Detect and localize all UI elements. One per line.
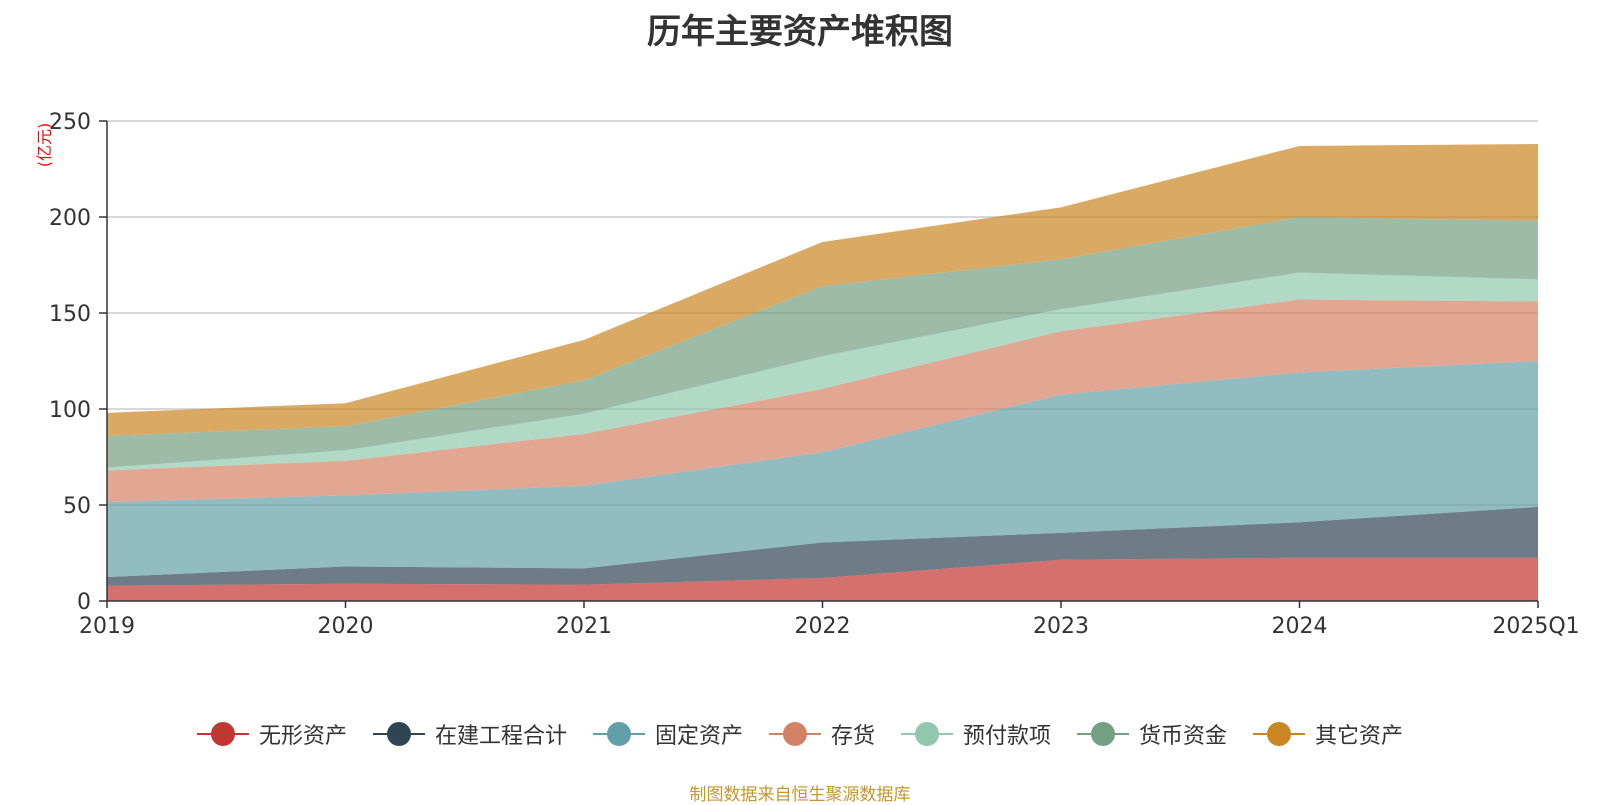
chart-title: 历年主要资产堆积图: [647, 12, 953, 52]
x-tick-label: 2019: [79, 614, 135, 639]
area-series-其它资产: [107, 144, 1538, 436]
y-tick-label: 50: [63, 494, 91, 519]
legend-item[interactable]: 固定资产: [592, 718, 743, 750]
legend-marker-icon: [768, 721, 821, 747]
legend-item[interactable]: 存货: [768, 718, 875, 750]
x-tick-label: 2023: [1033, 614, 1089, 639]
legend-item[interactable]: 其它资产: [1253, 718, 1403, 750]
stacked-area-chart: 0 50 100 150 200 250 2019 2020 2021 2022 2023 2024 2…: [35, 110, 1580, 639]
legend-item[interactable]: 在建工程合计: [372, 718, 567, 750]
area-series: [107, 144, 1538, 601]
axes: 0 50 100 150 200 250 2019 2020 2021 2022 2023 2024 2…: [49, 110, 1580, 639]
x-tick-label: 2021: [556, 614, 612, 639]
legend-label: 固定资产: [654, 724, 743, 749]
legend-label: 其它资产: [1315, 724, 1404, 749]
x-tick-label: 2022: [795, 614, 851, 639]
y-axis-label: (亿元): [35, 123, 54, 168]
x-tick-label: 2024: [1272, 614, 1328, 639]
legend-label: 在建工程合计: [434, 724, 567, 749]
y-tick-label: 200: [49, 206, 91, 231]
y-tick-label: 100: [49, 398, 91, 423]
legend-item[interactable]: 货币资金: [1077, 718, 1227, 750]
legend-marker-icon: [372, 721, 425, 747]
x-tick-label: 2020: [318, 614, 374, 639]
legend-label: 存货: [830, 724, 875, 749]
y-tick-label: 250: [49, 110, 91, 135]
y-tick-label: 0: [77, 590, 91, 615]
area-series-存货: [107, 299, 1538, 503]
area-series-货币资金: [107, 217, 1538, 468]
legend-label: 预付款项: [963, 724, 1052, 749]
legend-item[interactable]: 预付款项: [901, 718, 1051, 750]
area-series-在建工程合计: [107, 506, 1538, 586]
legend-item[interactable]: 无形资产: [196, 718, 347, 750]
legend: 无形资产 在建工程合计 固定资产 存货 预付款项 货币资金 其它资产: [0, 718, 1600, 750]
legend-marker-icon: [1077, 721, 1130, 747]
legend-marker-icon: [1253, 721, 1306, 747]
legend-label: 货币资金: [1139, 724, 1228, 749]
area-series-固定资产: [107, 361, 1538, 577]
x-tick-label: 2025Q1: [1492, 614, 1579, 639]
area-series-无形资产: [107, 557, 1538, 601]
legend-marker-icon: [196, 721, 249, 747]
source-note: 制图数据来自恒生聚源数据库: [689, 785, 911, 805]
area-series-预付款项: [107, 272, 1538, 471]
legend-marker-icon: [592, 721, 645, 747]
y-tick-label: 150: [49, 302, 91, 327]
legend-label: 无形资产: [258, 724, 347, 749]
legend-marker-icon: [901, 721, 953, 747]
